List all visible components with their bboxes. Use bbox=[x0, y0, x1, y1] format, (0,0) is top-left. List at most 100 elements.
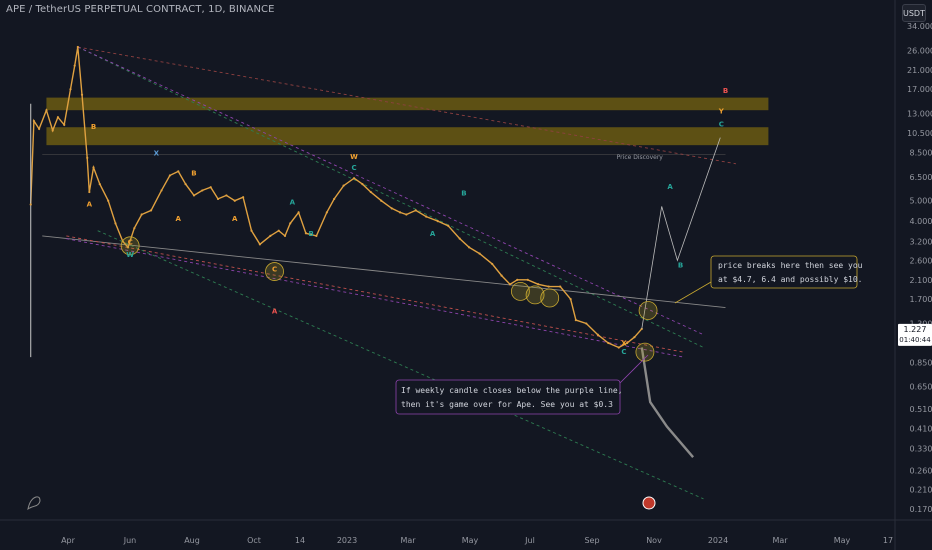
x-tick-label: Mar bbox=[772, 536, 788, 545]
support-circle[interactable] bbox=[511, 281, 530, 301]
bearish-projection-path bbox=[640, 347, 695, 458]
y-tick-label: 0.510 bbox=[910, 405, 932, 414]
bear-note-pointer bbox=[619, 354, 649, 384]
y-tick-label: 0.210 bbox=[910, 486, 932, 495]
price-point bbox=[405, 213, 408, 216]
price-point bbox=[160, 189, 163, 192]
breakdown-circle[interactable] bbox=[635, 342, 655, 362]
price-point bbox=[76, 45, 79, 49]
wave-label: X bbox=[154, 150, 160, 158]
currency-button[interactable]: USDT bbox=[902, 4, 926, 22]
support-line bbox=[42, 235, 726, 308]
price-point bbox=[640, 327, 643, 330]
x-tick-label: Oct bbox=[247, 536, 261, 545]
wave-label: B bbox=[191, 169, 196, 177]
y-tick-label: 2.600 bbox=[910, 256, 932, 265]
wave-label: B bbox=[461, 189, 466, 197]
price-point bbox=[269, 234, 272, 238]
y-tick-label: 8.500 bbox=[910, 148, 932, 157]
price-point bbox=[98, 183, 101, 186]
price-point bbox=[225, 194, 228, 197]
price-point bbox=[585, 322, 588, 325]
price-point bbox=[369, 190, 372, 194]
x-tick-label: 17 bbox=[883, 536, 893, 545]
price-point bbox=[45, 109, 48, 112]
y-tick-label: 1.700 bbox=[910, 295, 932, 304]
breakout-target-circle[interactable] bbox=[638, 301, 658, 320]
candle-countdown: 01:40:44 bbox=[899, 336, 931, 344]
wave-label: A bbox=[290, 198, 296, 206]
y-tick-label: 0.850 bbox=[910, 358, 932, 367]
wave-label: W bbox=[350, 153, 358, 161]
wave-label: A bbox=[272, 308, 278, 316]
bull-note-line2: at $4.7, 6.4 and possibly $10. bbox=[718, 275, 863, 284]
y-tick-label: 13.000 bbox=[907, 110, 932, 119]
price-point bbox=[304, 232, 308, 235]
price-line bbox=[30, 46, 643, 349]
downtrend-line-green bbox=[77, 46, 704, 348]
support-circle[interactable] bbox=[525, 285, 545, 305]
wave-label: B bbox=[723, 87, 728, 95]
y-tick-label: 6.500 bbox=[910, 173, 932, 182]
x-tick-label: 2024 bbox=[708, 536, 728, 545]
breakout-circle[interactable] bbox=[120, 236, 140, 256]
price-point bbox=[184, 183, 187, 186]
wave-label: W bbox=[126, 251, 134, 259]
x-tick-label: 2023 bbox=[337, 536, 357, 545]
price-point bbox=[233, 199, 236, 202]
y-tick-label: 21.000 bbox=[907, 66, 932, 75]
price-point bbox=[425, 215, 428, 218]
support-circle[interactable] bbox=[540, 288, 560, 308]
price-point bbox=[149, 209, 153, 212]
price-point bbox=[380, 199, 383, 202]
x-tick-label: Mar bbox=[400, 536, 416, 545]
wave-label: A bbox=[667, 183, 673, 191]
price-point bbox=[414, 209, 417, 212]
x-tick-label: Nov bbox=[646, 536, 662, 545]
price-point bbox=[73, 64, 76, 67]
price-point bbox=[325, 211, 328, 214]
y-tick-label: 26.000 bbox=[907, 46, 932, 55]
current-price: 1.227 bbox=[904, 325, 927, 334]
price-discovery-label: Price Discovery bbox=[617, 154, 664, 161]
price-point bbox=[283, 234, 287, 238]
red-support-line bbox=[66, 235, 684, 353]
price-point bbox=[216, 197, 220, 201]
tradingview-logo-icon bbox=[27, 496, 41, 511]
price-point bbox=[258, 243, 261, 246]
purple-support-line bbox=[66, 238, 684, 358]
price-point bbox=[547, 285, 550, 288]
chart-title: APE / TetherUS PERPETUAL CONTRACT, 1D, B… bbox=[6, 4, 275, 15]
price-point bbox=[633, 336, 636, 339]
price-point bbox=[69, 88, 72, 91]
x-tick-label: May bbox=[462, 536, 479, 545]
breakout-circle[interactable] bbox=[265, 262, 284, 281]
x-tick-label: May bbox=[834, 536, 851, 545]
price-point bbox=[168, 174, 172, 177]
price-point bbox=[500, 274, 503, 277]
y-tick-label: 0.410 bbox=[910, 425, 932, 434]
price-point bbox=[526, 278, 529, 281]
price-point bbox=[126, 246, 130, 249]
x-tick-label: Sep bbox=[584, 536, 599, 545]
wave-label: B bbox=[308, 230, 313, 238]
y-tick-label: 2.100 bbox=[910, 276, 932, 285]
price-point bbox=[352, 177, 356, 180]
price-point bbox=[537, 283, 540, 286]
price-point bbox=[80, 93, 84, 96]
price-point bbox=[38, 127, 41, 130]
price-point bbox=[516, 278, 519, 281]
price-point bbox=[242, 196, 245, 199]
price-point bbox=[289, 222, 292, 225]
x-tick-label: Jun bbox=[123, 536, 137, 545]
price-point bbox=[250, 229, 253, 232]
y-tick-label: 0.170 bbox=[910, 505, 932, 514]
price-point bbox=[63, 123, 66, 126]
bull-note-pointer bbox=[674, 281, 712, 304]
event-icon[interactable] bbox=[642, 496, 656, 510]
price-point bbox=[277, 229, 280, 232]
bear-note-line1: If weekly candle closes below the purple… bbox=[401, 386, 623, 395]
wave-label: A bbox=[430, 230, 436, 238]
price-point bbox=[361, 183, 364, 186]
